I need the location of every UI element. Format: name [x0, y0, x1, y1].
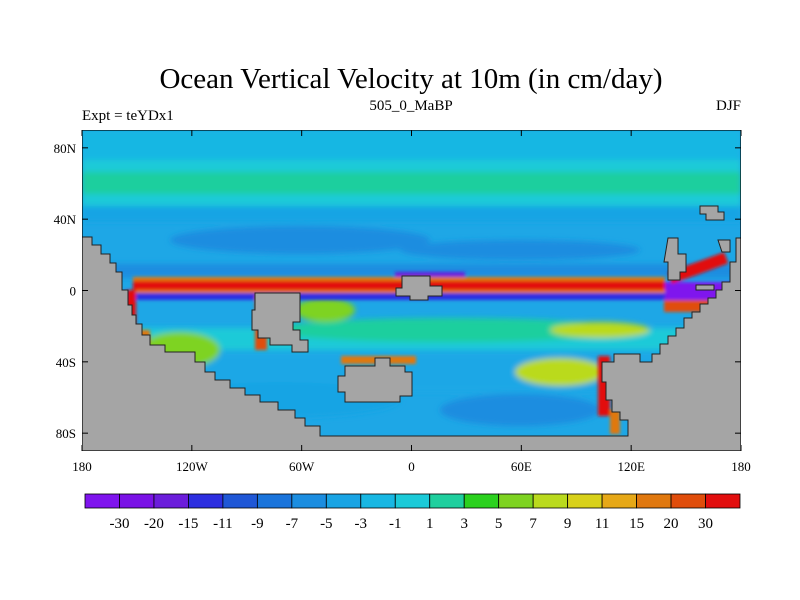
- colorbar-label: -1: [389, 516, 402, 532]
- colorbar-swatch: [532, 493, 569, 509]
- colorbar-swatch: [498, 493, 534, 509]
- colorbar-swatch: [222, 493, 258, 509]
- colorbar-swatch: [567, 493, 603, 509]
- colorbar-label: -9: [251, 516, 264, 532]
- colorbar-label: 5: [495, 516, 503, 532]
- colorbar-swatch: [153, 493, 189, 509]
- colorbar-label: 7: [529, 516, 537, 532]
- colorbar-swatch: [84, 493, 120, 509]
- colorbar-swatch: [394, 493, 431, 509]
- x-tick-label: 60E: [511, 459, 532, 474]
- colorbar-swatch: [670, 493, 706, 509]
- colorbar-swatch: [119, 493, 155, 509]
- colorbar-swatch: [429, 493, 465, 509]
- colorbar-label: -3: [355, 516, 368, 532]
- colorbar-label: -11: [213, 516, 232, 532]
- colorbar-label: -15: [178, 516, 198, 532]
- x-tick-label: 180: [72, 459, 92, 474]
- colorbar-label: 15: [629, 516, 644, 532]
- colorbar-swatch: [601, 493, 637, 509]
- plot-area: [82, 130, 741, 451]
- colorbar-label: 9: [564, 516, 572, 532]
- right-string: DJF: [716, 98, 741, 114]
- x-tick-label: 0: [408, 459, 415, 474]
- y-tick-label: 0: [70, 284, 77, 299]
- colorbar-label: 20: [664, 516, 679, 532]
- x-tick-label: 180: [731, 459, 751, 474]
- colorbar-swatch: [636, 493, 672, 509]
- colorbar-swatch: [705, 493, 741, 509]
- x-tick-label: 120E: [617, 459, 645, 474]
- colorbar: -30 -20 -15 -11 -9 -7 -5 -3 -1 1 3 5 7 9 11 15 20 30: [84, 493, 741, 532]
- colorbar-label: -5: [320, 516, 333, 532]
- colorbar-label: 3: [460, 516, 468, 532]
- axes: 180 120W 60W 0 60E 120E 180 80N 40N 0 40S 80S: [54, 130, 751, 474]
- colorbar-swatch: [360, 493, 396, 509]
- colorbar-label: 30: [698, 516, 713, 532]
- colorbar-swatch: [463, 493, 500, 509]
- colorbar-label: 11: [595, 516, 609, 532]
- colorbar-swatch: [291, 493, 327, 509]
- colorbar-label: -20: [144, 516, 164, 532]
- left-string: Expt = teYDx1: [82, 108, 174, 124]
- colorbar-label: -30: [109, 516, 129, 532]
- x-tick-label: 120W: [176, 459, 209, 474]
- y-tick-label: 40N: [54, 212, 77, 227]
- colorbar-swatch: [188, 493, 224, 509]
- colorbar-label: 1: [426, 516, 434, 532]
- y-tick-label: 40S: [56, 355, 76, 370]
- land: [82, 205, 741, 451]
- y-tick-label: 80N: [54, 141, 77, 156]
- colorbar-label: -7: [286, 516, 299, 532]
- colorbar-swatch: [256, 493, 293, 509]
- center-string: 505_0_MaBP: [369, 98, 452, 114]
- x-tick-label: 60W: [289, 459, 315, 474]
- y-tick-label: 80S: [56, 426, 76, 441]
- chart-title: Ocean Vertical Velocity at 10m (in cm/da…: [159, 63, 662, 95]
- colorbar-swatch: [325, 493, 362, 509]
